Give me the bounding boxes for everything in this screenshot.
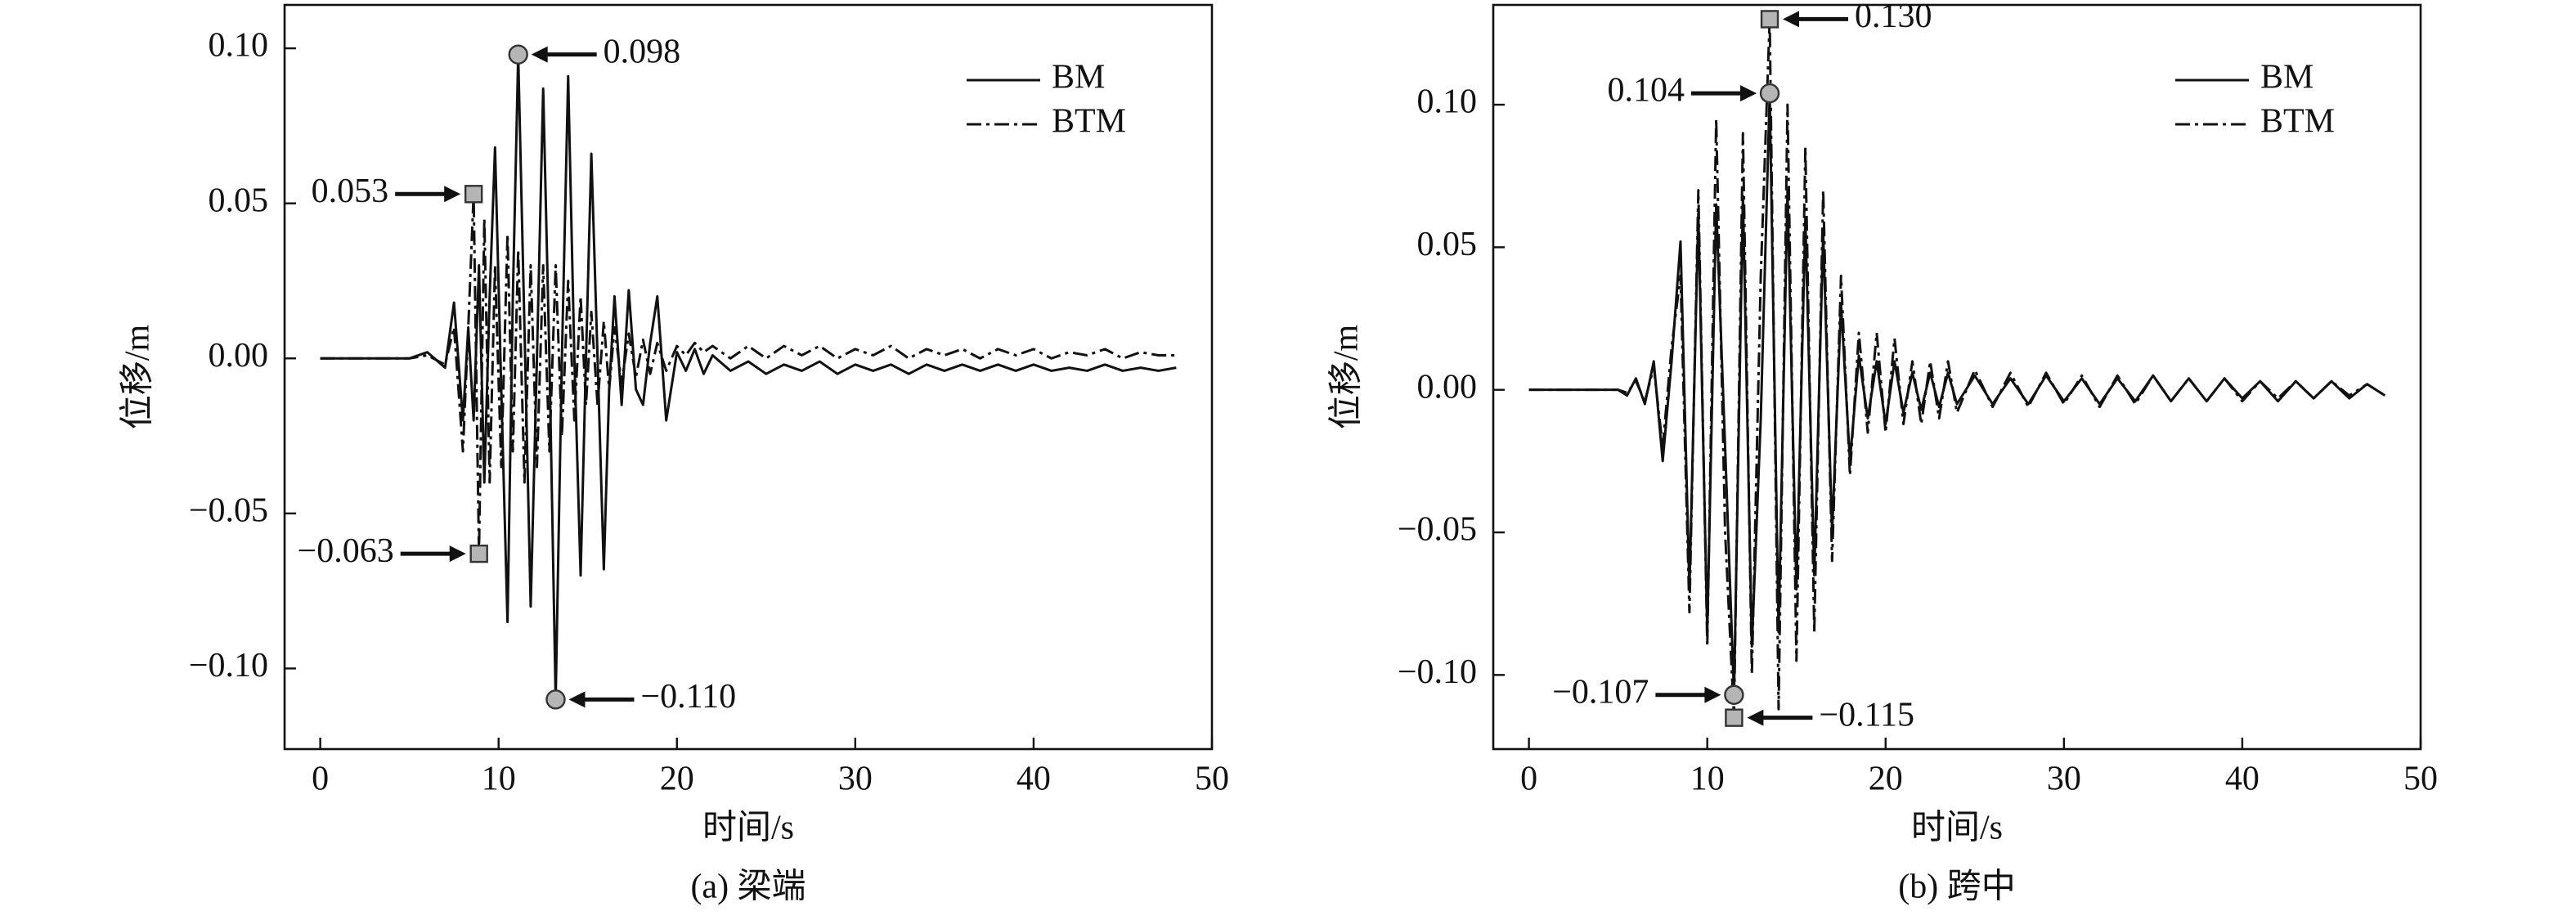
annotation-marker bbox=[545, 689, 566, 710]
annotation-marker bbox=[1759, 83, 1780, 104]
y-tick-label: −0.10 bbox=[1398, 653, 1477, 691]
annotation-arrowhead bbox=[1740, 85, 1757, 102]
y-tick-label: −0.05 bbox=[189, 491, 268, 529]
legend-label: BM bbox=[2260, 59, 2313, 96]
annotation-label: −0.107 bbox=[1552, 673, 1649, 711]
subplot: 0.10 0.05 0.00 −0.05 −0.10 0 10 20 30 40 50 时间/s (a)… bbox=[119, 3, 1229, 906]
x-tick-label: 0 bbox=[312, 761, 329, 798]
annotation-arrowhead bbox=[449, 545, 466, 563]
annotation-label: 0.053 bbox=[312, 173, 389, 210]
plot-frame bbox=[283, 3, 1214, 751]
y-tick-label: 0.05 bbox=[1417, 226, 1478, 263]
annotation-marker bbox=[1724, 684, 1744, 705]
annotation-marker bbox=[469, 544, 488, 563]
y-tick-label: 0.00 bbox=[209, 337, 269, 375]
x-tick-label: 30 bbox=[838, 761, 873, 798]
x-axis-label: 时间/s bbox=[1911, 810, 2003, 847]
annotation-arrowhead bbox=[568, 691, 586, 708]
annotation-arrowhead bbox=[531, 46, 548, 63]
y-tick-label: 0.00 bbox=[1417, 368, 1478, 406]
x-tick-label: 10 bbox=[482, 761, 516, 798]
y-tick-label: 0.05 bbox=[209, 182, 269, 219]
y-tick-label: −0.05 bbox=[1398, 511, 1477, 549]
y-axis-label: 位移/m bbox=[1327, 325, 1366, 430]
annotation-arrowhead bbox=[444, 186, 461, 203]
legend-label: BTM bbox=[1052, 103, 1126, 141]
x-tick-label: 0 bbox=[1520, 761, 1537, 798]
y-tick-label: −0.10 bbox=[189, 647, 268, 684]
x-tick-label: 20 bbox=[660, 761, 694, 798]
data-line bbox=[1528, 17, 2386, 720]
annotation-label: 0.130 bbox=[1855, 0, 1932, 35]
x-tick-label: 40 bbox=[1016, 761, 1051, 798]
data-line bbox=[320, 192, 1177, 555]
x-tick-label: 50 bbox=[1195, 761, 1229, 798]
annotation-label: −0.063 bbox=[298, 532, 394, 570]
y-axis-label: 位移/m bbox=[119, 325, 157, 430]
annotation-marker bbox=[1725, 708, 1744, 727]
subplot: 0.10 0.05 0.00 −0.05 −0.10 0 10 20 30 40 50 时间/s (b)… bbox=[1327, 0, 2438, 906]
x-tick-label: 20 bbox=[1869, 761, 1903, 798]
legend-label: BM bbox=[1052, 59, 1105, 96]
x-axis-label: 时间/s bbox=[702, 810, 794, 847]
annotation-label: −0.115 bbox=[1819, 696, 1914, 734]
caption: (a) 梁端 bbox=[690, 868, 806, 906]
x-tick-label: 10 bbox=[1690, 761, 1725, 798]
annotation-marker bbox=[508, 44, 528, 65]
annotation-label: 0.098 bbox=[604, 33, 681, 70]
data-line bbox=[320, 53, 1177, 701]
plot-frame bbox=[1492, 3, 2422, 751]
y-tick-label: 0.10 bbox=[1417, 83, 1478, 121]
x-tick-label: 30 bbox=[2047, 761, 2081, 798]
annotation-label: 0.104 bbox=[1608, 72, 1685, 110]
legend-label: BTM bbox=[2260, 103, 2335, 141]
annotation-arrowhead bbox=[1747, 709, 1764, 726]
annotation-arrowhead bbox=[1783, 11, 1800, 28]
annotation-marker bbox=[464, 185, 483, 204]
x-tick-label: 40 bbox=[2225, 761, 2260, 798]
x-tick-label: 50 bbox=[2403, 761, 2438, 798]
annotation-marker bbox=[1760, 10, 1779, 29]
caption: (b) 跨中 bbox=[1898, 868, 2015, 906]
annotation-label: −0.110 bbox=[640, 678, 736, 716]
y-tick-label: 0.10 bbox=[209, 27, 269, 65]
annotation-arrowhead bbox=[1704, 686, 1721, 703]
